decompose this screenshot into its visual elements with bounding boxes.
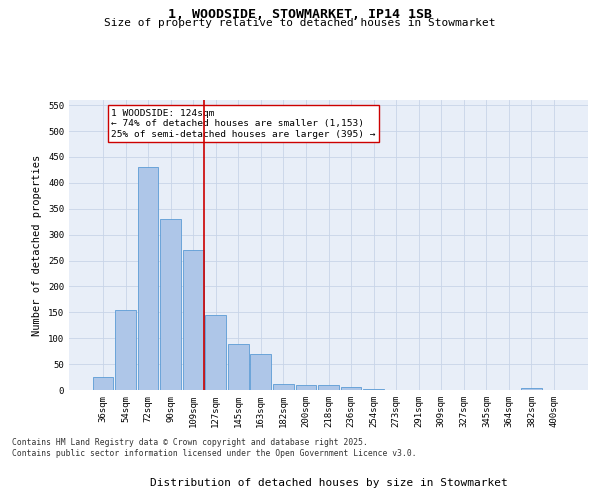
Bar (92, 377, 113, 390)
Bar (521, 388, 542, 390)
Bar (341, 388, 361, 390)
Bar (363, 389, 384, 390)
Text: Size of property relative to detached houses in Stowmarket: Size of property relative to detached ho… (104, 18, 496, 28)
Bar (273, 384, 294, 390)
Bar (228, 344, 248, 390)
Bar (318, 385, 339, 390)
Bar (115, 310, 136, 390)
Bar (250, 354, 271, 390)
Bar (296, 385, 316, 390)
Text: Distribution of detached houses by size in Stowmarket: Distribution of detached houses by size … (150, 478, 508, 488)
Text: Contains HM Land Registry data © Crown copyright and database right 2025.
Contai: Contains HM Land Registry data © Crown c… (12, 438, 416, 458)
Text: 1 WOODSIDE: 124sqm
← 74% of detached houses are smaller (1,153)
25% of semi-deta: 1 WOODSIDE: 124sqm ← 74% of detached hou… (111, 109, 376, 138)
Bar (205, 315, 226, 390)
Bar (137, 168, 158, 390)
Y-axis label: Number of detached properties: Number of detached properties (32, 154, 43, 336)
Bar (183, 250, 203, 390)
Bar (160, 219, 181, 390)
Text: 1, WOODSIDE, STOWMARKET, IP14 1SB: 1, WOODSIDE, STOWMARKET, IP14 1SB (168, 8, 432, 20)
